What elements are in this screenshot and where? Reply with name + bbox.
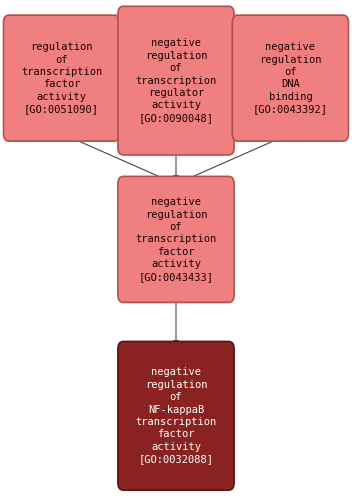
Text: negative
regulation
of
transcription
factor
activity
[GO:0043433]: negative regulation of transcription fac… — [136, 197, 216, 282]
FancyBboxPatch shape — [118, 6, 234, 155]
Text: negative
regulation
of
transcription
regulator
activity
[GO:0090048]: negative regulation of transcription reg… — [136, 38, 216, 123]
FancyBboxPatch shape — [4, 15, 120, 141]
Text: negative
regulation
of
DNA
binding
[GO:0043392]: negative regulation of DNA binding [GO:0… — [253, 42, 328, 114]
FancyBboxPatch shape — [118, 342, 234, 490]
FancyBboxPatch shape — [232, 15, 348, 141]
Text: regulation
of
transcription
factor
activity
[GO:0051090]: regulation of transcription factor activ… — [21, 42, 102, 114]
Text: negative
regulation
of
NF-kappaB
transcription
factor
activity
[GO:0032088]: negative regulation of NF-kappaB transcr… — [136, 367, 216, 464]
FancyBboxPatch shape — [118, 176, 234, 302]
